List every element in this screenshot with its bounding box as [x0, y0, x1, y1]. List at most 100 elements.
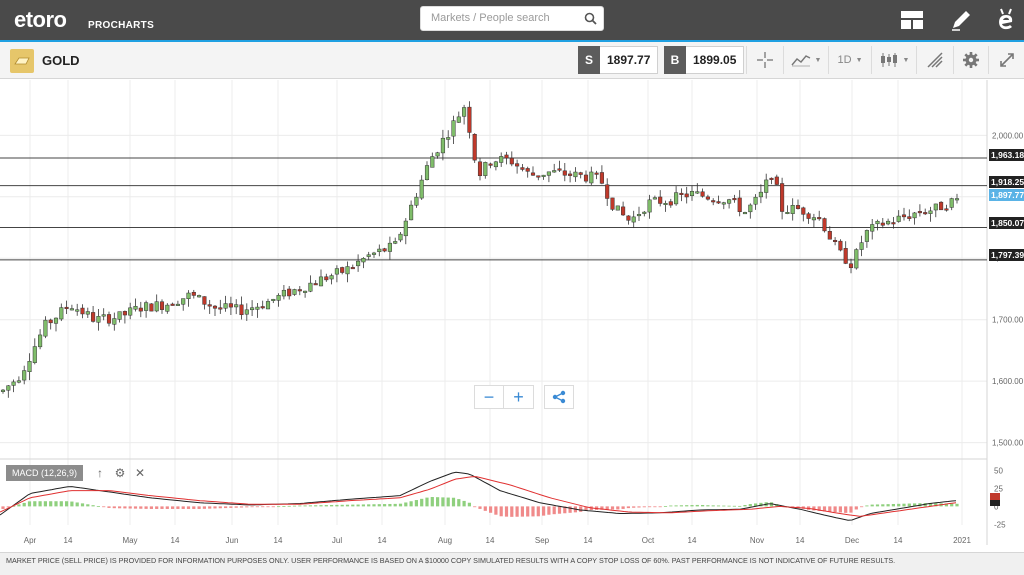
macd-histogram-bar-down	[239, 506, 244, 508]
candle-down	[880, 222, 885, 226]
candle-up	[101, 314, 106, 317]
candle-up	[234, 304, 239, 308]
chart-type-dropdown[interactable]: ▼	[871, 46, 916, 74]
line-price-tag[interactable]: 1,797.39	[989, 249, 1024, 261]
etoro-e-icon[interactable]	[992, 6, 1020, 34]
line-chart-icon	[790, 55, 810, 67]
macd-histogram-bar-up	[674, 505, 678, 507]
close-icon[interactable]: ✕	[134, 466, 146, 480]
search-icon[interactable]	[584, 12, 597, 25]
buy-label: B	[664, 46, 686, 74]
macd-histogram-bar-down	[192, 506, 196, 509]
candle-down	[801, 207, 806, 215]
candle-down	[382, 248, 387, 252]
macd-histogram-bar-up	[913, 503, 917, 507]
search-input[interactable]	[429, 11, 583, 25]
candle-up	[864, 230, 869, 242]
candle-down	[170, 303, 175, 306]
candle-down	[568, 173, 573, 176]
instrument-symbol[interactable]: GOLD	[42, 53, 80, 68]
macd-histogram-bar-up	[663, 506, 668, 507]
zoom-in-button[interactable]: +	[504, 385, 534, 409]
macd-histogram-bar-up	[934, 503, 938, 507]
zoom-out-button[interactable]: −	[474, 385, 504, 409]
line-price-tag[interactable]: 1,850.07	[989, 217, 1024, 229]
candle-down	[684, 193, 689, 198]
macd-indicator-label[interactable]: MACD (12,26,9)	[6, 465, 84, 481]
procharts-label: PROCHARTS	[88, 20, 155, 31]
x-axis-label: Aug	[438, 536, 452, 545]
candle-up	[0, 389, 6, 392]
macd-histogram-bar-down	[642, 506, 646, 508]
candle-down	[843, 248, 848, 264]
buy-price-box[interactable]: B 1899.05	[664, 46, 745, 74]
layout-icon[interactable]	[898, 6, 926, 34]
candle-up	[276, 295, 281, 301]
candlestick-chart[interactable]: 2,000.001,900.001,800.001,700.001,600.00…	[0, 78, 1024, 552]
macd-histogram-bar-up	[701, 504, 705, 507]
candle-up	[764, 179, 769, 193]
macd-histogram-bar-up	[716, 505, 721, 507]
macd-histogram-bar-up	[43, 501, 47, 507]
price-chart-area[interactable]: 2,000.001,900.001,800.001,700.001,600.00…	[0, 78, 1024, 552]
x-axis-label: 14	[171, 536, 180, 545]
macd-histogram-bar-up	[865, 505, 869, 507]
macd-histogram-bar-up	[96, 506, 100, 507]
candle-down	[605, 184, 610, 199]
candle-down	[711, 200, 716, 203]
search-box[interactable]	[420, 6, 604, 31]
macd-histogram-bar-up	[902, 503, 906, 507]
indicators-button[interactable]: ▼	[783, 46, 828, 74]
share-button[interactable]	[544, 385, 574, 409]
candle-up	[38, 334, 43, 348]
candle-down	[716, 201, 721, 204]
candle-down	[504, 154, 509, 159]
candle-up	[329, 275, 334, 280]
macd-histogram-bar-up	[398, 503, 403, 507]
candle-down	[530, 172, 536, 176]
price-axis-label: 1,700.00	[992, 316, 1024, 325]
fullscreen-button[interactable]	[988, 46, 1024, 74]
crosshair-button[interactable]	[746, 46, 783, 74]
candle-up	[175, 303, 180, 306]
macd-histogram-bar-up	[928, 502, 933, 507]
macd-histogram-bar-up	[367, 504, 371, 507]
candle-down	[838, 240, 843, 251]
candle-down	[515, 163, 520, 167]
candle-up	[674, 192, 679, 205]
candle-up	[451, 120, 456, 137]
candle-down	[557, 168, 562, 171]
macd-histogram-bar-down	[632, 506, 636, 508]
macd-histogram-bar-down	[213, 506, 217, 509]
macd-histogram-bar-up	[335, 504, 339, 507]
macd-histogram-bar-up	[12, 505, 16, 507]
macd-histogram-bar-up	[65, 501, 69, 507]
macd-histogram-bar-up	[732, 505, 736, 507]
candle-down	[901, 214, 907, 218]
draw-pencil-icon[interactable]	[947, 6, 975, 34]
settings-button[interactable]	[953, 46, 988, 74]
timeframe-dropdown[interactable]: 1D ▼	[828, 46, 871, 74]
macd-histogram-bar-up	[38, 501, 42, 507]
candle-up	[811, 217, 816, 221]
macd-histogram-bar-up	[292, 505, 297, 507]
sell-price-box[interactable]: S 1897.77	[578, 46, 659, 74]
macd-histogram-bar-up	[420, 498, 424, 507]
line-price-tag[interactable]: 1,963.18	[989, 149, 1024, 161]
arrow-up-icon[interactable]: ↑	[97, 466, 103, 480]
macd-histogram-bar-down	[1, 506, 5, 509]
macd-histogram-bar-up	[27, 501, 32, 507]
macd-histogram-bar-down	[860, 506, 864, 508]
line-price-tag[interactable]: 1,918.25	[989, 176, 1024, 188]
macd-histogram-bar-down	[186, 506, 191, 509]
macd-histogram-bar-up	[690, 505, 694, 507]
candle-down	[520, 167, 525, 170]
gear-icon[interactable]: ⚙	[114, 466, 126, 480]
candle-up	[541, 174, 546, 177]
macd-histogram-bar-up	[86, 504, 90, 507]
drawing-tools-button[interactable]	[916, 46, 953, 74]
sell-price: 1897.77	[600, 46, 659, 74]
etoro-logo[interactable]: etoro	[14, 7, 67, 32]
macd-histogram-bar-down	[165, 506, 169, 509]
macd-histogram-bar-up	[361, 504, 365, 507]
